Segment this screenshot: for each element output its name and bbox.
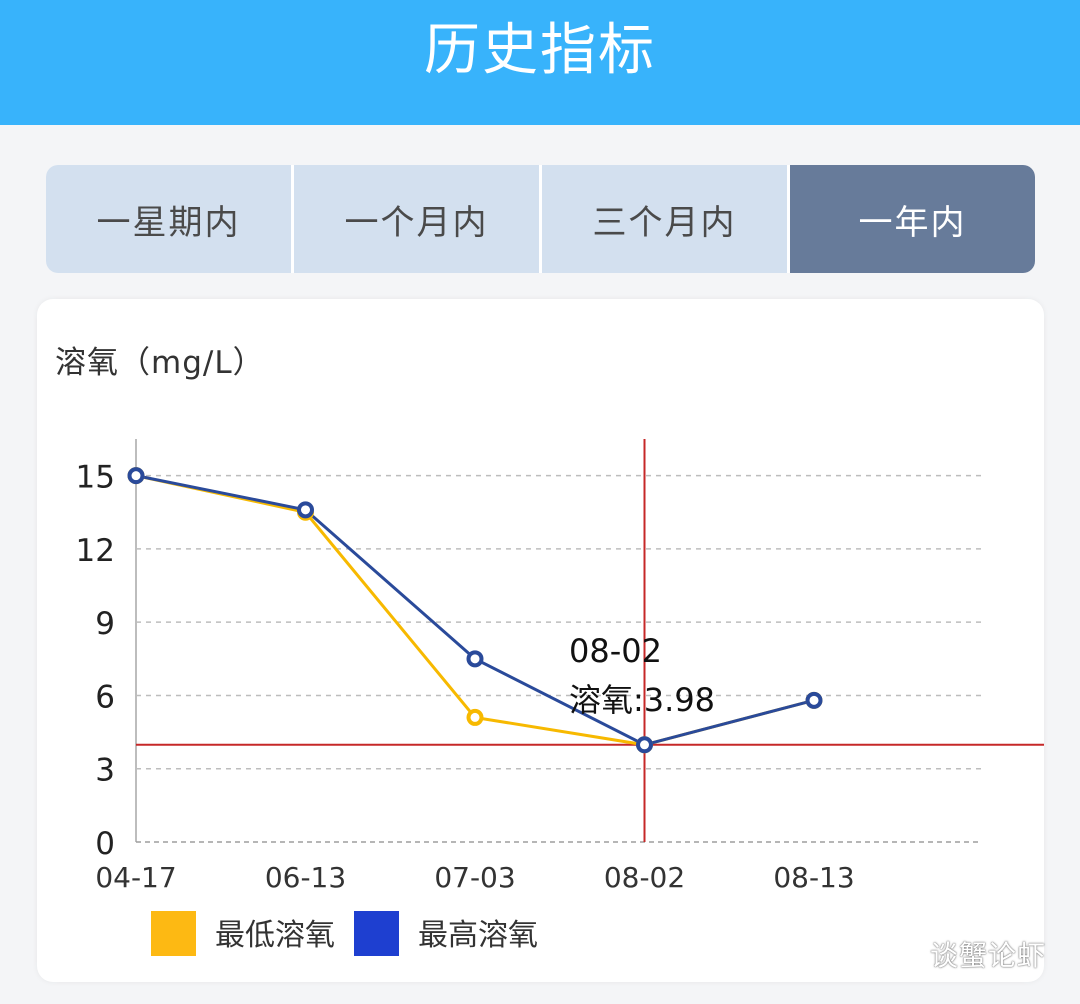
y-tick-label: 6 (95, 679, 115, 715)
tab-one-year[interactable]: 一年内 (787, 165, 1035, 273)
data-point (127, 467, 145, 485)
tab-three-months[interactable]: 三个月内 (539, 165, 787, 273)
data-point (297, 501, 314, 519)
y-tick-label: 0 (95, 826, 115, 862)
tab-label: 一星期内 (96, 202, 241, 243)
chart-card: 溶氧（mg/L） 0 3 6 9 12 15 04-17 06-13 07-03 08-02 08-… (37, 299, 1044, 982)
legend-swatch (151, 911, 196, 956)
wechat-icon (882, 939, 921, 968)
tooltip-value: 溶氧:3.98 (569, 681, 715, 719)
x-tick-label: 04-17 (95, 861, 176, 894)
x-tick-label: 06-13 (265, 861, 346, 894)
time-range-tabs: 一星期内 一个月内 三个月内 一年内 (46, 165, 1035, 273)
y-tick-label: 15 (76, 460, 115, 496)
tab-label: 一个月内 (344, 202, 489, 243)
x-tick-label: 08-13 (773, 861, 854, 894)
data-point (466, 650, 484, 668)
tab-one-month[interactable]: 一个月内 (291, 165, 539, 273)
y-tick-label: 3 (95, 753, 115, 789)
dissolved-oxygen-chart[interactable]: 0 3 6 9 12 15 04-17 06-13 07-03 08-02 08-13 08-02 溶氧… (37, 299, 1044, 982)
data-point (805, 691, 823, 709)
legend-label: 最低溶氧 (215, 918, 335, 953)
y-tick-label: 9 (95, 606, 115, 642)
legend-label: 最高溶氧 (418, 918, 538, 953)
page-header: 历史指标 (0, 0, 1080, 125)
y-tick-label: 12 (76, 533, 115, 569)
data-point (636, 736, 653, 754)
watermark-text: 谈蟹论虾 (929, 939, 1046, 972)
data-point (466, 708, 484, 726)
page-title: 历史指标 (424, 18, 656, 83)
watermark: 谈蟹论虾 (882, 934, 1046, 974)
x-tick-label: 07-03 (434, 861, 515, 894)
tooltip-date: 08-02 (569, 632, 662, 670)
tab-label: 一年内 (858, 202, 967, 243)
x-tick-label: 08-02 (604, 861, 685, 894)
legend-swatch (354, 911, 399, 956)
tab-one-week[interactable]: 一星期内 (46, 165, 291, 273)
chart-title: 溶氧（mg/L） (55, 345, 265, 381)
tab-label: 三个月内 (592, 202, 737, 243)
